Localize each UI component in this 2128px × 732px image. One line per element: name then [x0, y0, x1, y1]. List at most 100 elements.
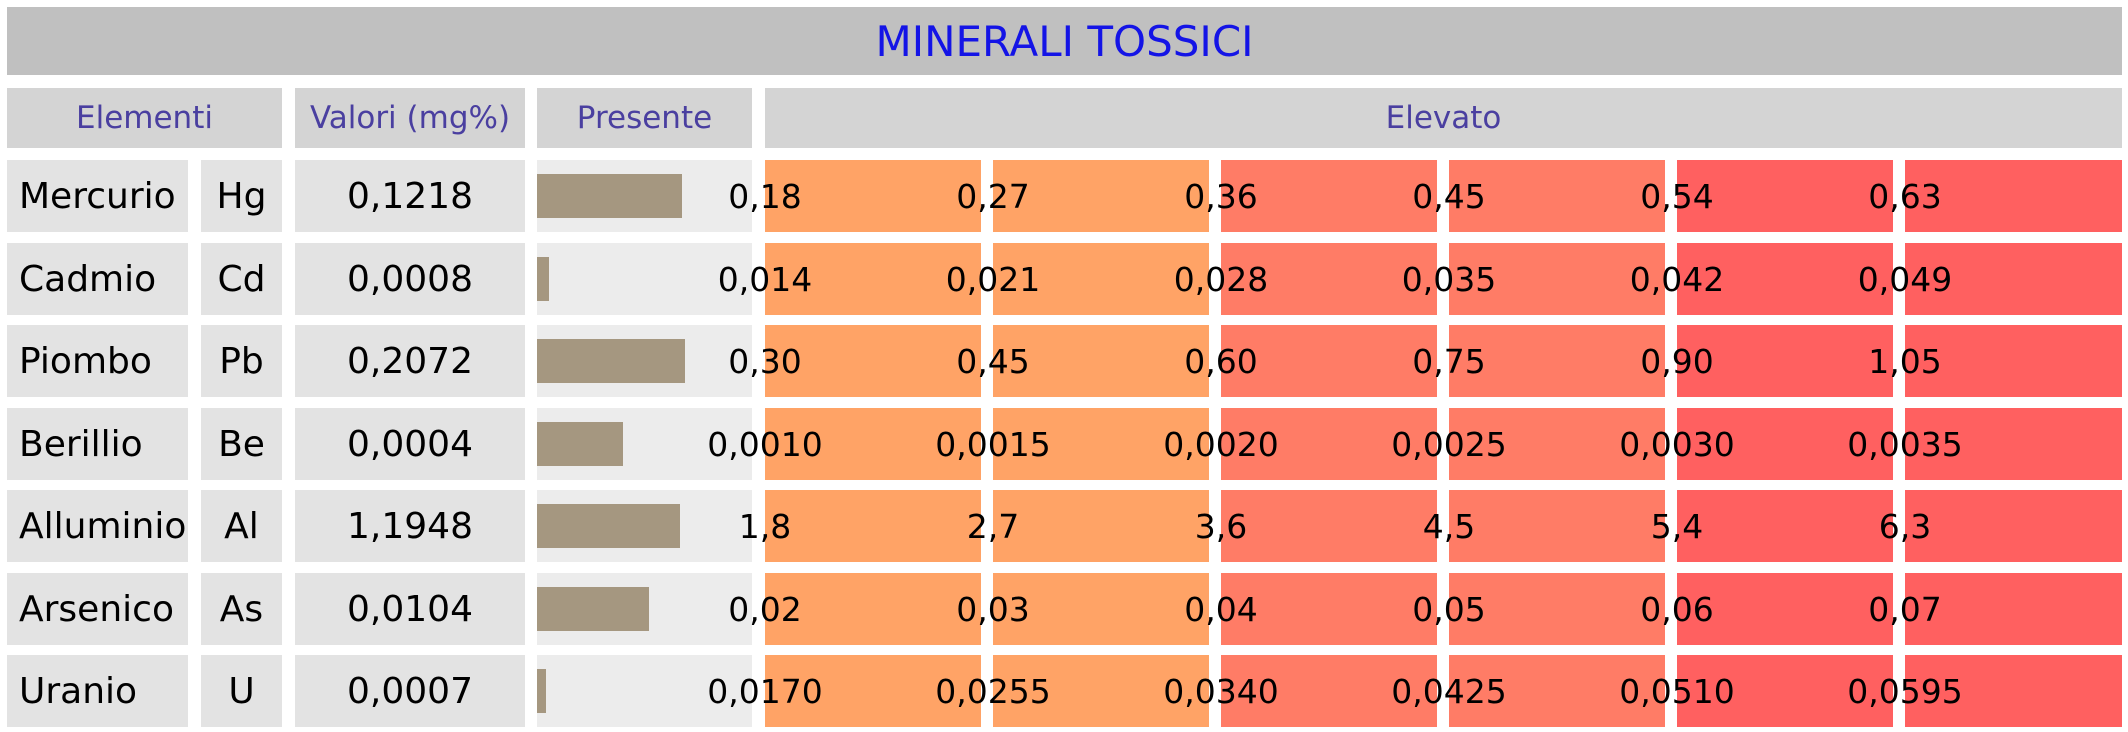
- tick-label: 4,5: [1422, 506, 1476, 546]
- tick-label: 3,6: [1194, 506, 1248, 546]
- value-bar: [537, 339, 686, 383]
- elevated-zone: [1449, 408, 1665, 480]
- value-bar: [537, 257, 550, 301]
- header-elevated: Elevato: [765, 88, 2122, 148]
- elevated-zone: [1677, 408, 1893, 480]
- tick-label: 0,0255: [935, 671, 1051, 711]
- element-symbol: Cd: [201, 243, 282, 315]
- tick-label: 6,3: [1878, 506, 1932, 546]
- value-bar: [537, 587, 649, 631]
- element-symbol: U: [201, 655, 282, 727]
- elevated-zone: [1449, 490, 1665, 562]
- element-name: Arsenico: [7, 573, 188, 645]
- tick-label: 0,30: [728, 341, 802, 381]
- element-value: 0,0104: [295, 573, 525, 645]
- elevated-zone: [765, 573, 981, 645]
- element-name: Berillio: [7, 408, 188, 480]
- elevated-zone: [1905, 243, 2122, 315]
- tick-label: 0,0595: [1847, 671, 1963, 711]
- tick-label: 0,90: [1640, 341, 1714, 381]
- elevated-zone: [1449, 655, 1665, 727]
- element-name: Mercurio: [7, 160, 188, 232]
- elevated-zone: [765, 243, 981, 315]
- elevated-zone: [1905, 325, 2122, 397]
- tick-label: 0,0020: [1163, 424, 1279, 464]
- tick-label: 0,27: [956, 176, 1030, 216]
- element-name: Uranio: [7, 655, 188, 727]
- tick-label: 1,05: [1868, 341, 1942, 381]
- tick-label: 0,07: [1868, 589, 1942, 629]
- elevated-zone: [993, 243, 1209, 315]
- tick-label: 0,0170: [707, 671, 823, 711]
- tick-label: 0,04: [1184, 589, 1258, 629]
- tick-label: 0,014: [717, 259, 813, 299]
- value-bar: [537, 422, 623, 466]
- elevated-zone: [993, 573, 1209, 645]
- value-bar: [537, 174, 683, 218]
- elevated-zone: [1221, 243, 1437, 315]
- tick-label: 0,75: [1412, 341, 1486, 381]
- element-value: 0,0007: [295, 655, 525, 727]
- tick-label: 0,049: [1857, 259, 1953, 299]
- tick-label: 0,45: [956, 341, 1030, 381]
- tick-label: 0,028: [1173, 259, 1269, 299]
- elevated-zone: [1677, 655, 1893, 727]
- tick-label: 0,18: [728, 176, 802, 216]
- element-value: 0,1218: [295, 160, 525, 232]
- present-track: [537, 655, 752, 727]
- element-value: 0,0004: [295, 408, 525, 480]
- elevated-zone: [1677, 490, 1893, 562]
- chart-title: MINERALI TOSSICI: [7, 7, 2122, 75]
- element-value: 0,0008: [295, 243, 525, 315]
- tick-label: 0,06: [1640, 589, 1714, 629]
- tick-label: 0,02: [728, 589, 802, 629]
- elevated-zone: [1449, 243, 1665, 315]
- elevated-zone: [765, 325, 981, 397]
- elevated-zone: [993, 408, 1209, 480]
- tick-label: 0,021: [945, 259, 1041, 299]
- elevated-zone: [1221, 573, 1437, 645]
- elevated-zone: [1677, 160, 1893, 232]
- elevated-zone: [993, 490, 1209, 562]
- present-track: [537, 243, 752, 315]
- element-symbol: Hg: [201, 160, 282, 232]
- elevated-zone: [1905, 573, 2122, 645]
- value-bar: [537, 669, 546, 713]
- present-track: [537, 160, 752, 232]
- elevated-zone: [1905, 655, 2122, 727]
- elevated-zone: [993, 325, 1209, 397]
- elevated-zone: [993, 160, 1209, 232]
- elevated-zone: [1221, 325, 1437, 397]
- tick-label: 0,0340: [1163, 671, 1279, 711]
- elevated-zone: [765, 490, 981, 562]
- tick-label: 0,0035: [1847, 424, 1963, 464]
- tick-label: 0,035: [1401, 259, 1497, 299]
- present-track: [537, 573, 752, 645]
- tick-label: 0,36: [1184, 176, 1258, 216]
- tick-label: 0,45: [1412, 176, 1486, 216]
- elevated-zone: [1221, 490, 1437, 562]
- elevated-zone: [1221, 408, 1437, 480]
- tick-label: 0,042: [1629, 259, 1725, 299]
- elevated-zone: [765, 655, 981, 727]
- element-symbol: Pb: [201, 325, 282, 397]
- header-present: Presente: [537, 88, 752, 148]
- elevated-zone: [1905, 160, 2122, 232]
- tick-label: 0,0010: [707, 424, 823, 464]
- present-track: [537, 325, 752, 397]
- tick-label: 1,8: [738, 506, 792, 546]
- present-track: [537, 408, 752, 480]
- elevated-zone: [765, 160, 981, 232]
- elevated-zone: [765, 408, 981, 480]
- tick-label: 0,54: [1640, 176, 1714, 216]
- elevated-zone: [1677, 573, 1893, 645]
- element-symbol: As: [201, 573, 282, 645]
- elevated-zone: [1677, 325, 1893, 397]
- elevated-zone: [1449, 160, 1665, 232]
- tick-label: 0,0025: [1391, 424, 1507, 464]
- elevated-zone: [1221, 655, 1437, 727]
- element-symbol: Al: [201, 490, 282, 562]
- elevated-zone: [1905, 490, 2122, 562]
- present-track: [537, 490, 752, 562]
- element-name: Cadmio: [7, 243, 188, 315]
